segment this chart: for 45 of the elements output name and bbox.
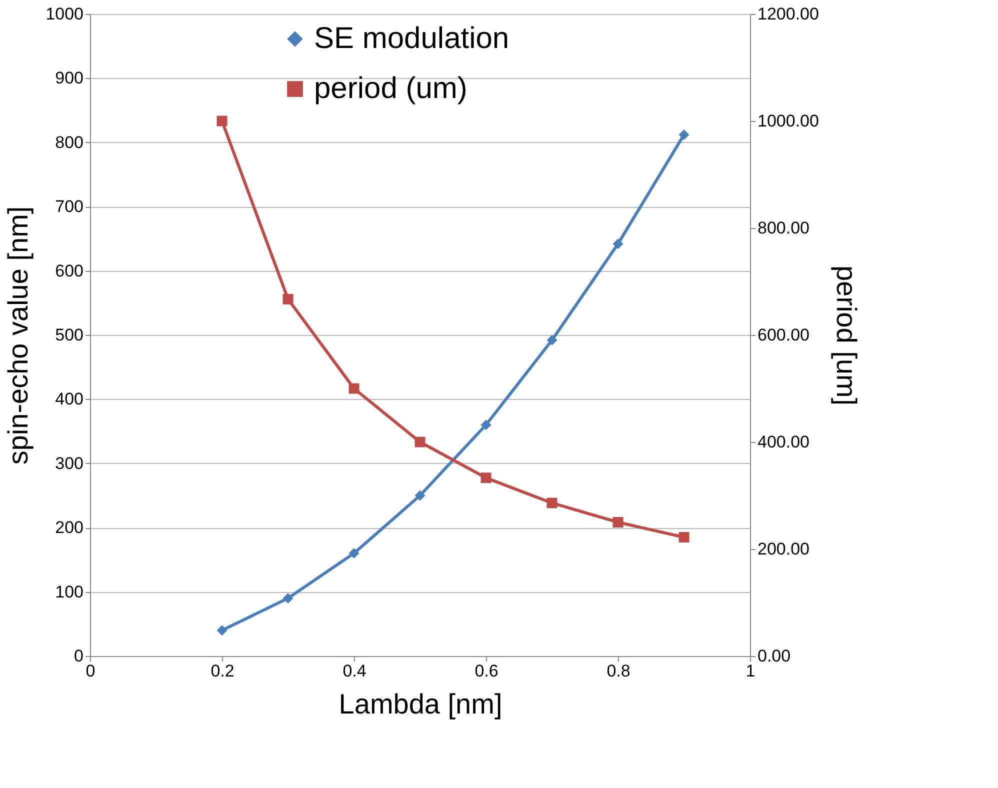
y-tick-label: 700 [55,197,84,216]
y-tick-label: 100 [55,582,84,602]
y2-tick-label: 1000.00 [758,112,819,130]
x-axis-title: Lambda [nm] [338,688,502,720]
y-tick-label: 300 [55,454,84,473]
legend-label: period (um) [314,72,468,105]
y-tick-label: 800 [55,132,84,152]
x-tick-label: 1 [746,662,756,680]
point [678,129,690,140]
point [612,238,624,250]
point [216,625,228,636]
x-tick-label: 0 [86,662,96,680]
point [282,592,294,604]
point [480,472,492,484]
point [480,420,492,430]
y-tick-label: 1000 [46,4,84,24]
y-tick-label: 0 [74,646,84,666]
y2-tick-label: 400.00 [758,432,810,452]
y-tick-label: 200 [55,518,84,538]
legend-label: SE modulation [314,22,510,55]
x-tick-label: 0.8 [606,662,630,680]
point [546,498,558,508]
x-tick-label: 0.2 [210,662,234,680]
point [546,334,558,346]
point [414,436,426,448]
point [216,116,228,126]
point [612,517,624,528]
y-tick-label: 900 [55,68,84,88]
y-axis-title: spin-echo value [nm] [2,206,34,465]
y2-tick-label: 0.00 [758,646,791,666]
point [348,383,360,394]
point [414,490,426,501]
y2-tick-label: 600.00 [758,326,810,344]
point [348,548,360,559]
x-tick-label: 0.4 [342,662,366,680]
point [678,532,690,542]
y2-axis-title: period [um] [830,265,862,406]
y2-tick-label: 200.00 [758,540,810,558]
y2-tick-label: 1200.00 [758,4,819,24]
point [282,294,294,304]
x-tick-label: 0.6 [474,662,498,680]
y-tick-label: 400 [55,390,84,409]
y2-tick-label: 800.00 [758,218,810,238]
y-tick-label: 500 [55,326,84,344]
y-tick-label: 600 [55,261,84,280]
